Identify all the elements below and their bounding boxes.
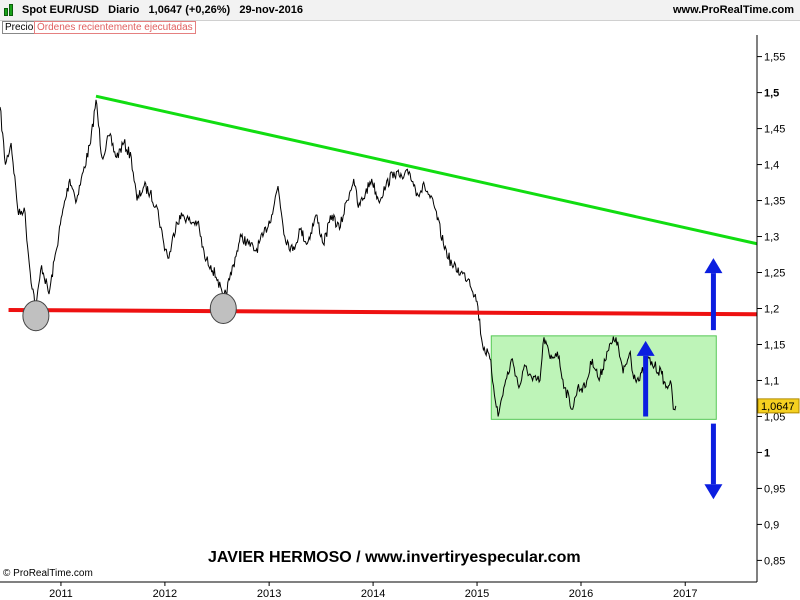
tab-precio[interactable]: Precio — [2, 21, 37, 34]
x-tick-label: 2011 — [49, 588, 73, 600]
y-tick-label: 1,2 — [764, 304, 779, 316]
y-tick-label: 0,95 — [764, 483, 785, 495]
x-tick-label: 2012 — [153, 588, 177, 600]
arrow-head-1 — [636, 340, 655, 356]
support-touch-circle-2 — [209, 293, 237, 324]
support-line — [8, 307, 758, 317]
instrument-name: Spot EUR/USD — [22, 4, 99, 16]
x-tick-label: 2015 — [465, 588, 489, 600]
y-tick-label: 1,25 — [764, 268, 785, 280]
y-tick-label: 1,15 — [764, 339, 785, 351]
x-tick-label: 2014 — [361, 588, 385, 600]
chart-date: 29-nov-2016 — [239, 4, 303, 16]
y-tick-label: 1 — [764, 447, 770, 459]
author-watermark: JAVIER HERMOSO / www.invertiryespecular.… — [208, 549, 581, 566]
y-tick-label: 1,3 — [764, 232, 779, 244]
y-tick-label: 1,35 — [764, 196, 785, 208]
range-box — [490, 335, 717, 420]
instrument-info: Spot EUR/USD Diario 1,0647 (+0,26%) 29-n… — [22, 4, 303, 16]
arrow-head-3 — [704, 484, 723, 500]
price-series-line — [0, 99, 677, 417]
tab-ordenes[interactable]: Órdenes recientemente ejecutadas — [34, 21, 196, 34]
x-tick-label: 2013 — [257, 588, 281, 600]
chart-header: Spot EUR/USD Diario 1,0647 (+0,26%) 29-n… — [0, 0, 800, 21]
y-tick-label: 1,1 — [764, 375, 779, 387]
last-value-change: 1,0647 (+0,26%) — [148, 4, 231, 16]
last-price-tag — [757, 398, 800, 414]
y-tick-label: 1,05 — [764, 411, 785, 423]
y-tick-label: 0,85 — [764, 555, 785, 567]
timeframe: Diario — [108, 4, 140, 16]
arrow-head-2 — [704, 258, 723, 274]
support-touch-circle-1 — [22, 300, 50, 332]
last-price-label: 1,0647 — [761, 401, 795, 413]
y-tick-label: 0,9 — [764, 519, 779, 531]
site-link[interactable]: www.ProRealTime.com — [672, 4, 794, 16]
x-tick-label: 2017 — [673, 588, 697, 600]
y-tick-label: 1,5 — [764, 88, 779, 100]
downtrend-line — [95, 94, 758, 246]
bar-chart-logo-icon — [4, 4, 18, 16]
y-tick-label: 1,55 — [764, 52, 785, 64]
y-tick-label: 1,45 — [764, 124, 785, 136]
copyright: © ProRealTime.com — [3, 568, 93, 579]
y-tick-label: 1,4 — [764, 160, 779, 172]
x-tick-label: 2016 — [569, 588, 593, 600]
